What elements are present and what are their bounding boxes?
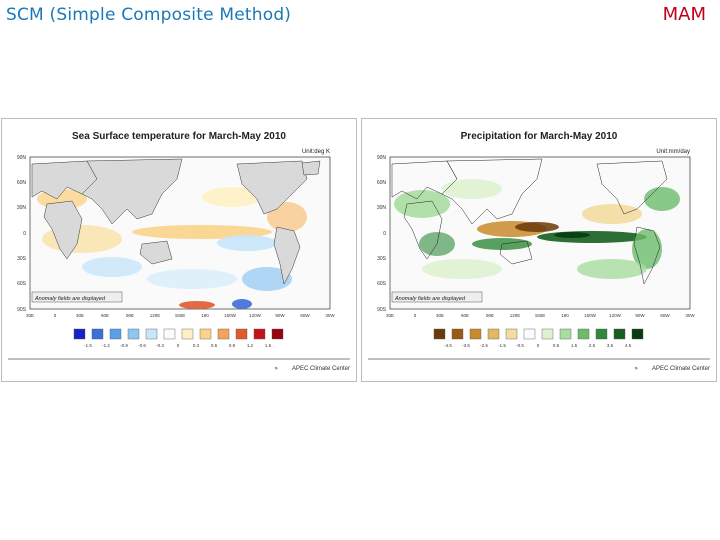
svg-text:0.3: 0.3 <box>193 343 200 348</box>
svg-text:150E: 150E <box>175 313 186 318</box>
svg-text:30S: 30S <box>377 256 387 262</box>
sst-note: Anomaly fields are displayed <box>34 296 106 302</box>
svg-text:60W: 60W <box>660 313 670 318</box>
precip-map-area: Anomaly fields are displayed <box>389 156 691 310</box>
svg-text:60E: 60E <box>101 313 109 318</box>
svg-text:120E: 120E <box>150 313 161 318</box>
sst-title: Sea Surface temperature for March-May 20… <box>72 131 286 142</box>
svg-text:4.5: 4.5 <box>625 343 632 348</box>
svg-text:30W: 30W <box>325 313 335 318</box>
svg-text:-1.2: -1.2 <box>102 343 110 348</box>
svg-text:60S: 60S <box>17 281 27 287</box>
svg-text:-2.5: -2.5 <box>480 343 488 348</box>
svg-text:90W: 90W <box>275 313 285 318</box>
svg-text:0.9: 0.9 <box>229 343 236 348</box>
svg-text:60E: 60E <box>461 313 469 318</box>
svg-text:90N: 90N <box>17 155 27 161</box>
svg-text:0.5: 0.5 <box>553 343 560 348</box>
precip-unit: Unit:mm/day <box>656 149 690 155</box>
precip-lat-axis: 90N 60N 30N 0 30S 60S 90S <box>377 155 387 313</box>
svg-text:0: 0 <box>383 231 386 237</box>
svg-text:120W: 120W <box>249 313 262 318</box>
sst-map-panel: Sea Surface temperature for March-May 20… <box>1 118 357 382</box>
svg-text:180: 180 <box>561 313 569 318</box>
svg-text:150E: 150E <box>535 313 546 318</box>
svg-text:90E: 90E <box>126 313 134 318</box>
svg-text:-1.5: -1.5 <box>84 343 92 348</box>
precip-credit-arrow-icon: » <box>634 365 638 372</box>
svg-text:-0.9: -0.9 <box>120 343 128 348</box>
svg-text:-3.5: -3.5 <box>462 343 470 348</box>
svg-text:0: 0 <box>54 313 57 318</box>
svg-text:1.5: 1.5 <box>571 343 578 348</box>
svg-text:90N: 90N <box>377 155 387 161</box>
svg-text:30N: 30N <box>377 205 387 211</box>
precip-lon-axis: 30E 0 30E 60E 90E 120E 150E 180 150W 120… <box>386 313 695 318</box>
sst-legend-labels: -1.5 -1.2 -0.9 -0.6 -0.3 0 0.3 0.6 0.9 1… <box>84 343 272 348</box>
precip-credit: APEC Climate Center <box>652 366 710 372</box>
svg-text:90S: 90S <box>377 307 387 313</box>
precip-note: Anomaly fields are displayed <box>394 296 466 302</box>
precip-map-svg: Precipitation for March-May 2010 Unit:mm… <box>368 131 710 372</box>
svg-text:3.5: 3.5 <box>607 343 614 348</box>
svg-text:180: 180 <box>201 313 209 318</box>
sst-map-svg: Sea Surface temperature for March-May 20… <box>8 131 350 372</box>
slide-title: SCM (Simple Composite Method) <box>6 5 292 25</box>
svg-text:90W: 90W <box>635 313 645 318</box>
svg-text:30E: 30E <box>26 313 34 318</box>
svg-text:-0.5: -0.5 <box>516 343 524 348</box>
svg-text:30S: 30S <box>17 256 27 262</box>
sst-legend: -1.5 -1.2 -0.9 -0.6 -0.3 0 0.3 0.6 0.9 1… <box>73 328 284 348</box>
svg-text:90S: 90S <box>17 307 27 313</box>
svg-text:-4.5: -4.5 <box>444 343 452 348</box>
svg-text:30W: 30W <box>685 313 695 318</box>
svg-text:2.5: 2.5 <box>589 343 596 348</box>
svg-text:60N: 60N <box>377 180 387 186</box>
precip-map-panel: Precipitation for March-May 2010 Unit:mm… <box>361 118 717 382</box>
svg-text:-1.5: -1.5 <box>498 343 506 348</box>
svg-text:60W: 60W <box>300 313 310 318</box>
svg-text:0: 0 <box>537 343 540 348</box>
svg-text:30E: 30E <box>386 313 394 318</box>
svg-text:30E: 30E <box>76 313 84 318</box>
precip-legend-labels: -4.5 -3.5 -2.5 -1.5 -0.5 0 0.5 1.5 2.5 3… <box>444 343 632 348</box>
sst-map-area: Anomaly fields are displayed <box>29 156 331 310</box>
sst-credit-arrow-icon: » <box>274 365 278 372</box>
sst-credit: APEC Climate Center <box>292 366 350 372</box>
sst-lat-axis: 90N 60N 30N 0 30S 60S 90S <box>17 155 27 313</box>
svg-text:30N: 30N <box>17 205 27 211</box>
svg-text:-0.6: -0.6 <box>138 343 146 348</box>
svg-text:1.5: 1.5 <box>265 343 272 348</box>
svg-text:0: 0 <box>23 231 26 237</box>
svg-text:150W: 150W <box>584 313 597 318</box>
svg-text:150W: 150W <box>224 313 237 318</box>
season-label: MAM <box>662 4 706 25</box>
svg-text:-0.3: -0.3 <box>156 343 164 348</box>
svg-text:30E: 30E <box>436 313 444 318</box>
svg-text:60N: 60N <box>17 180 27 186</box>
svg-text:0: 0 <box>177 343 180 348</box>
precip-title: Precipitation for March-May 2010 <box>461 131 618 142</box>
svg-text:90E: 90E <box>486 313 494 318</box>
sst-lon-axis: 30E 0 30E 60E 90E 120E 150E 180 150W 120… <box>26 313 335 318</box>
precip-legend-swatches <box>433 328 644 340</box>
svg-text:120E: 120E <box>510 313 521 318</box>
svg-text:120W: 120W <box>609 313 622 318</box>
sst-legend-swatches <box>73 328 284 340</box>
sst-unit: Unit:deg K <box>302 149 330 155</box>
precip-legend: -4.5 -3.5 -2.5 -1.5 -0.5 0 0.5 1.5 2.5 3… <box>433 328 644 348</box>
svg-text:0.6: 0.6 <box>211 343 218 348</box>
svg-text:1.2: 1.2 <box>247 343 254 348</box>
svg-text:60S: 60S <box>377 281 387 287</box>
svg-text:0: 0 <box>414 313 417 318</box>
